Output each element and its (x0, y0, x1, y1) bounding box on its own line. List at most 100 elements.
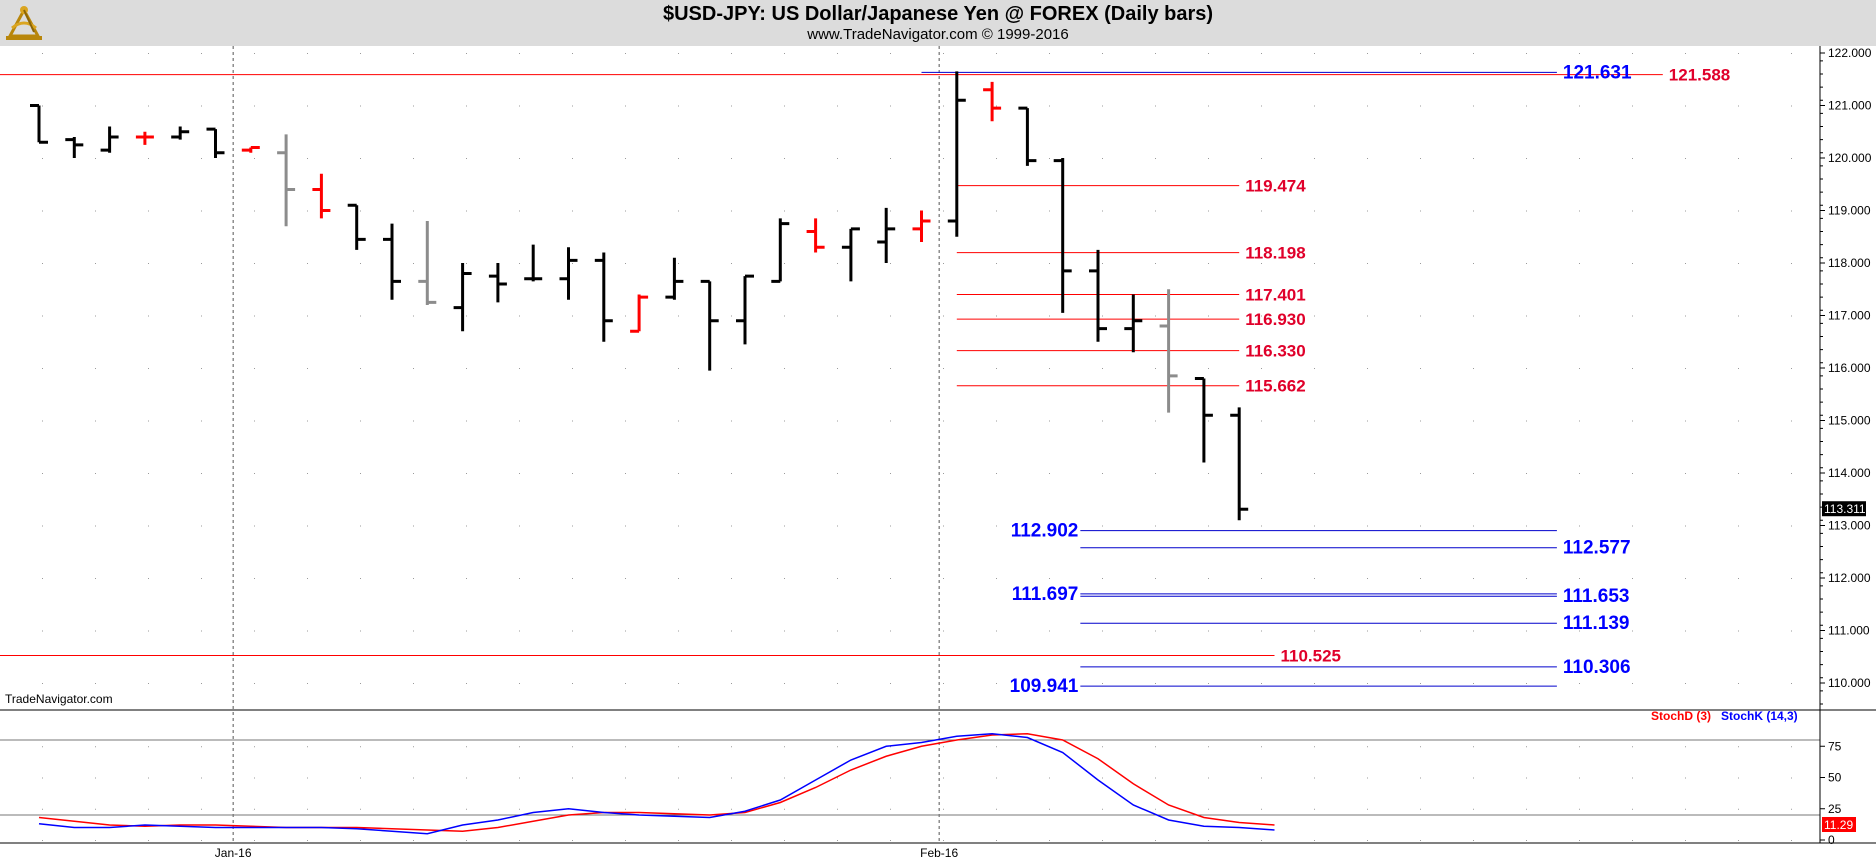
grid-dot (1579, 630, 1580, 632)
grid-dot (890, 630, 891, 632)
grid-dot (1367, 746, 1368, 748)
grid-dot (1738, 368, 1739, 369)
grid-dot (360, 315, 361, 317)
grid-dot (360, 420, 361, 422)
grid-dot (1791, 210, 1792, 212)
grid-dot (95, 315, 96, 317)
grid-dot (95, 105, 96, 107)
grid-dot (731, 420, 732, 422)
grid-dot (731, 105, 732, 107)
grid-dot (837, 315, 838, 317)
grid-dot (1473, 105, 1474, 107)
grid-dot (1685, 420, 1686, 422)
grid-dot (1473, 473, 1474, 474)
grid-dot (254, 525, 255, 527)
grid-dot (1367, 683, 1368, 684)
grid-dot (42, 368, 43, 369)
stoch-y-tick-label: 25 (1828, 802, 1842, 816)
grid-dot (148, 473, 149, 474)
grid-dot (996, 210, 997, 212)
grid-dot (625, 473, 626, 474)
grid-dot (1791, 630, 1792, 632)
grid-dot (1632, 840, 1633, 841)
level-label: 121.631 (1563, 62, 1632, 83)
grid-dot (519, 683, 520, 684)
grid-dot (1314, 53, 1315, 54)
grid-dot (1049, 808, 1050, 810)
ohlc-bar (277, 134, 296, 227)
grid-dot (413, 525, 414, 527)
grid-dot (1632, 368, 1633, 369)
grid-dot (1420, 368, 1421, 369)
grid-dot (678, 473, 679, 474)
grid-dot (1261, 368, 1262, 369)
grid-dot (1314, 777, 1315, 779)
grid-dot (201, 630, 202, 632)
grid-dot (1526, 368, 1527, 369)
ohlc-bar (665, 257, 684, 300)
grid-dot (1632, 808, 1633, 810)
grid-dot (1155, 420, 1156, 422)
grid-dot (95, 777, 96, 779)
grid-dot (201, 840, 202, 841)
grid-dot (519, 263, 520, 264)
grid-dot (890, 525, 891, 527)
grid-dot (95, 210, 96, 212)
grid-dot (1791, 578, 1792, 579)
grid-dot (1579, 368, 1580, 369)
grid-dot (42, 210, 43, 212)
grid-dot (1314, 578, 1315, 579)
grid-dot (996, 420, 997, 422)
grid-dot (678, 263, 679, 264)
ohlc-bar (30, 104, 48, 144)
grid-dot (1579, 263, 1580, 264)
grid-dot (1473, 808, 1474, 810)
grid-dot (1049, 53, 1050, 54)
grid-dot (1049, 630, 1050, 632)
grid-dot (1579, 105, 1580, 107)
ohlc-bar (630, 294, 649, 333)
grid-dot (1102, 53, 1103, 54)
grid-dot (519, 53, 520, 54)
grid-dot (1367, 210, 1368, 212)
stoch-y-tick-label: 0 (1828, 833, 1835, 847)
grid-dot (1314, 315, 1315, 317)
stochastic-panel (0, 732, 1820, 835)
grid-dot (1420, 105, 1421, 107)
grid-dot (1420, 746, 1421, 748)
grid-dot (996, 263, 997, 264)
grid-dot (1632, 746, 1633, 748)
grid-dot (890, 683, 891, 684)
grid-dot (1049, 683, 1050, 684)
grid-dot (890, 808, 891, 810)
grid-dot (466, 315, 467, 317)
chart-title: $USD-JPY: US Dollar/Japanese Yen @ FOREX… (662, 3, 1214, 25)
grid-dot (413, 315, 414, 317)
y-tick-label: 119.000 (1828, 204, 1871, 218)
grid-dot (1208, 578, 1209, 579)
grid-dot (996, 746, 997, 748)
grid-dot (943, 840, 944, 841)
grid-dot (1261, 53, 1262, 54)
grid-dot (1314, 105, 1315, 107)
grid-dot (678, 777, 679, 779)
grid-dot (1049, 210, 1050, 212)
y-tick-label: 111.000 (1828, 624, 1870, 638)
grid-dot (572, 630, 573, 632)
grid-dot (1791, 473, 1792, 474)
grid-dot (1102, 263, 1103, 264)
grid-dot (519, 105, 520, 107)
grid-dot (784, 746, 785, 748)
grid-dot (1155, 683, 1156, 684)
grid-dot (413, 840, 414, 841)
ohlc-bar (383, 223, 401, 300)
ohlc-bar (1124, 294, 1143, 353)
grid-dot (42, 105, 43, 107)
grid-dot (1155, 368, 1156, 369)
grid-dot (413, 683, 414, 684)
grid-dot (1261, 578, 1262, 579)
ohlc-bar (524, 244, 543, 282)
grid-dot (1261, 105, 1262, 107)
grid-dot (784, 525, 785, 527)
grid-dot (1102, 420, 1103, 422)
